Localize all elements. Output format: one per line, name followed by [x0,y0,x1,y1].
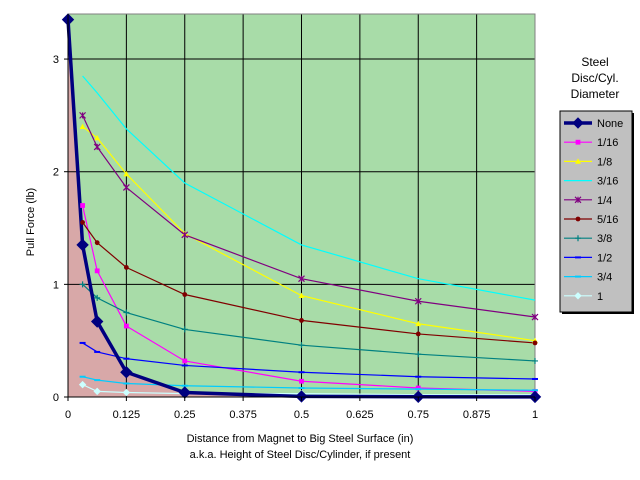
legend-swatch-marker [575,158,581,164]
tick-labels: 0 0.125 0.25 0.375 0.5 0.625 0.75 0.875 1 0 1 2 3 [53,54,538,421]
data-point-7 [181,326,188,333]
data-point-2 [415,385,421,391]
data-point-6 [415,331,421,337]
legend: None 1/16 1/8 3/16 1/4 5/16 3/8 1/2 3/4 1 [559,110,634,314]
data-point-1 [120,366,133,379]
data-point-2 [182,358,188,364]
data-point-6 [299,318,304,323]
x-tick-label: 0 [65,409,71,421]
data-point-10 [122,388,131,397]
x-tick-label: 0.75 [408,409,429,421]
y-tick-label: 3 [53,54,59,66]
data-point-7 [415,351,422,358]
data-point-1 [76,238,89,252]
y-axis-title: Pull Force (lb) [25,188,37,256]
x-tick-label: 0.625 [346,409,374,421]
legend-item-label: 1/4 [597,195,612,207]
data-point-2 [123,323,129,329]
x-tick-label: 0.125 [113,409,141,421]
data-point-1 [90,315,104,328]
data-point-10 [93,387,101,396]
data-point-5 [79,111,87,119]
data-point-3 [298,292,305,299]
legend-item-label: 1 [597,291,603,303]
legend-item-label: None [597,118,623,130]
legend-swatch-marker [574,292,582,300]
data-point-5 [181,231,189,239]
data-point-5 [531,313,539,321]
legend-title-line-1: Steel [581,55,608,69]
legend-title-line-3: Diameter [571,87,620,101]
legend-item-label: 1/2 [597,252,612,264]
x-tick-label: 0.375 [229,409,257,421]
x-tick-label: 1 [532,409,538,421]
data-point-5 [298,275,305,283]
legend-swatch-marker [574,196,582,204]
data-point-6 [532,340,538,346]
legend-item-label: 5/16 [597,214,618,226]
x-tick-label: 0.5 [294,409,309,421]
data-point-7 [94,294,101,301]
data-point-5 [414,297,422,305]
y-tick-label: 1 [53,279,59,291]
legend-box [559,110,633,313]
data-point-6 [123,265,129,270]
legend-swatch-marker [572,117,584,129]
x-axis-title: Distance from Magnet to Big Steel Surfac… [187,433,414,445]
data-point-3 [94,134,101,141]
data-point-5 [93,143,101,151]
legend-swatch-marker [575,216,581,222]
data-point-1 [295,390,308,403]
y-tick-label: 2 [53,167,59,179]
data-point-2 [80,203,85,208]
legend-swatch-marker [575,139,581,145]
legend-item-label: 1/8 [597,156,612,168]
series-line-4 [82,75,536,301]
data-point-3 [123,170,130,177]
legend-item-label: 3/4 [597,272,612,284]
legend-swatch-marker [575,235,581,242]
x-tick-label: 0.875 [463,409,491,421]
data-point-2 [299,378,304,384]
data-point-7 [79,281,86,288]
data-point-3 [79,123,86,130]
legend-item-label: 3/16 [597,176,618,188]
data-point-5 [122,184,130,191]
y-tick-label: 0 [53,392,59,404]
data-point-6 [80,219,85,225]
no-disc-region [68,19,535,397]
data-point-2 [94,268,100,274]
data-point-7 [532,357,538,364]
legend-item-label: 3/8 [597,233,612,245]
x-axis-subtitle: a.k.a. Height of Steel Disc/Cylinder, if… [190,449,411,461]
data-point-6 [182,292,188,297]
data-point-3 [415,320,422,327]
legend-title: Steel Disc/Cyl. Diameter [571,55,620,101]
data-point-7 [298,342,305,349]
x-tick-label: 0.25 [174,409,195,421]
legend-title-line-2: Disc/Cyl. [571,71,618,85]
legend-item-label: 1/16 [597,137,618,149]
data-point-7 [123,309,130,316]
data-point-10 [78,380,87,389]
data-point-6 [94,240,100,246]
